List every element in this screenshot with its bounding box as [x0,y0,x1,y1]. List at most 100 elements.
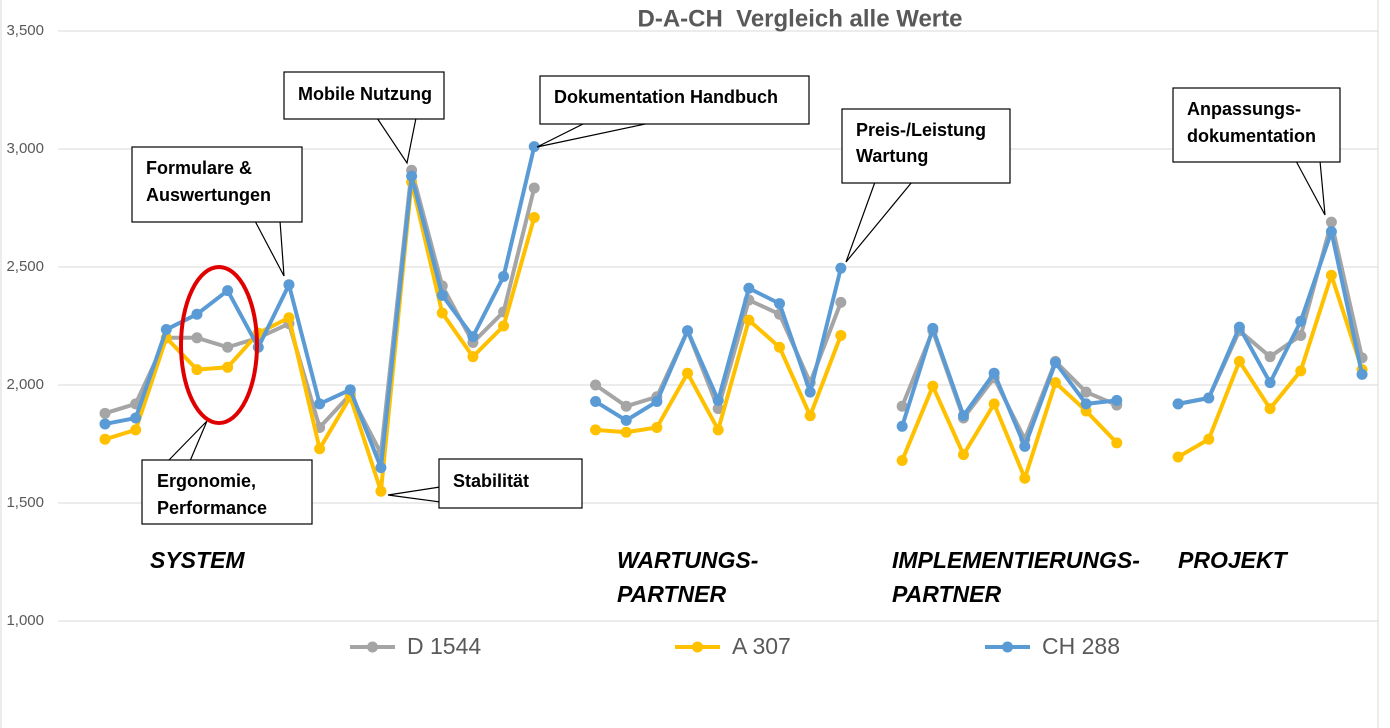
plot [99,141,1368,497]
callout-box [1172,87,1341,163]
point [835,329,847,341]
point [896,400,908,412]
point [99,418,111,430]
point [528,182,540,194]
grid: 1,000 1,500 2,000 2,500 3,000 3,500 [6,22,1378,629]
callout: Mobile Nutzung [283,71,445,165]
callout: Dokumentation Handbuch [536,75,810,148]
point [804,386,816,398]
point [712,403,724,415]
point [927,380,939,392]
y-tick-label: 1,500 [6,494,44,511]
y-tick-label: 2,500 [6,258,44,275]
point [130,424,142,436]
callout-text: Ergonomie, [157,471,256,491]
point [620,414,632,426]
point [528,141,540,153]
legend-label: CH 288 [1042,633,1120,659]
point [191,332,203,344]
callout-text: Mobile Nutzung [298,84,432,104]
point [1049,377,1061,389]
point [1264,403,1276,415]
legend-label: A 307 [732,633,791,659]
legend-label: D 1544 [407,633,481,659]
y-tick-label: 3,500 [6,22,44,39]
point [1264,351,1276,363]
legend: D 1544 A 307 CH 288 [350,633,1120,659]
point [314,443,326,455]
point [498,320,510,332]
point [1080,386,1092,398]
point [743,314,755,326]
callout-text: Stabilität [453,471,529,491]
point [682,367,694,379]
callout-box [539,75,810,125]
point [712,394,724,406]
point [314,398,326,410]
point [1295,315,1307,327]
point [1111,394,1123,406]
point [1203,433,1215,445]
point [835,262,847,274]
point [590,379,602,391]
point [651,421,663,433]
point [498,270,510,282]
point [344,384,356,396]
point [712,424,724,436]
legend-marker [692,641,703,653]
point [927,322,939,334]
section-label: PARTNER [617,581,726,607]
point [1203,392,1215,404]
point [1172,398,1184,410]
point [1049,357,1061,369]
point [1019,472,1031,484]
point [774,298,786,310]
callout-text: dokumentation [1187,126,1316,146]
y-tick-label: 2,000 [6,376,44,393]
point [957,449,969,461]
point [590,396,602,408]
highlight-ellipse [179,265,259,425]
point [222,361,234,373]
point [375,462,387,474]
point [99,433,111,445]
point [620,400,632,412]
callout: Anpassungs- dokumentation [1172,87,1341,216]
section-label: PARTNER [892,581,1001,607]
point [222,341,234,353]
point [467,331,479,343]
callout: Stabilität [387,458,583,509]
point [1295,365,1307,377]
callout-text: Wartung [856,146,928,166]
point [896,455,908,467]
point [1325,216,1337,228]
point [1233,355,1245,367]
section-label: SYSTEM [150,547,245,573]
point [528,211,540,223]
point [1019,440,1031,452]
section-labels: SYSTEM WARTUNGS- PARTNER IMPLEMENTIERUNG… [150,547,1289,607]
point [222,285,234,297]
callout-text: Auswertungen [146,185,271,205]
point [1172,451,1184,463]
point [160,324,172,336]
callout-box [438,458,583,509]
point [1080,398,1092,410]
legend-marker [367,641,378,653]
section-label: PROJEKT [1178,547,1289,573]
point [988,398,1000,410]
callouts: Formulare & Auswertungen Mobile Nutzung … [131,71,1341,525]
point [375,485,387,497]
point [651,396,663,408]
legend-marker [1002,641,1013,653]
point [436,307,448,319]
point [406,170,418,182]
point [1325,226,1337,238]
callout-text: Anpassungs- [1187,99,1301,119]
point [988,367,1000,379]
point [130,412,142,424]
point [1295,329,1307,341]
y-tick-label: 1,000 [6,612,44,629]
callout-text: Dokumentation Handbuch [554,87,778,107]
